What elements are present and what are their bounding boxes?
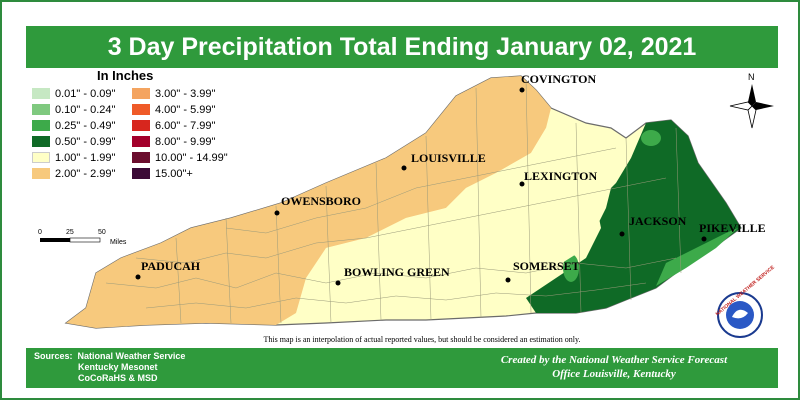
legend-item: 0.50" - 0.99" [32,134,115,149]
credit-line-1: Created by the National Weather Service … [500,354,728,366]
legend-swatch [132,136,150,147]
source-nws: National Weather Service [77,351,186,361]
legend: In Inches 0.01" - 0.09" 0.10" - 0.24" 0.… [32,68,232,180]
legend-item: 6.00" - 7.99" [132,118,228,133]
source-mesonet: Kentucky Mesonet [78,362,158,372]
legend-swatch [132,88,150,99]
legend-item: 1.00" - 1.99" [32,150,115,165]
legend-title: In Inches [97,68,154,83]
credit-block: Created by the National Weather Service … [464,353,764,381]
legend-swatch [32,136,50,147]
city-owensboro: OWENSBORO [281,194,361,208]
legend-swatch [132,120,150,131]
kentucky-precip-map: COVINGTON LOUISVILLE LEXINGTON OWENSBORO… [38,72,776,338]
legend-swatch [32,168,50,179]
source-cocorahs: CoCoRaHS & MSD [78,373,158,383]
sources-block: Sources: National Weather Service Kentuc… [34,351,185,384]
legend-item: 4.00" - 5.99" [132,102,228,117]
footer-bar: Sources: National Weather Service Kentuc… [26,348,778,388]
legend-item: 2.00" - 2.99" [32,166,115,181]
city-somerset: SOMERSET [513,259,580,273]
legend-swatch [32,88,50,99]
legend-item: 3.00" - 3.99" [132,86,228,101]
scale-tick-25: 25 [66,229,74,236]
legend-column-2: 3.00" - 3.99" 4.00" - 5.99" 6.00" - 7.99… [132,86,228,182]
legend-swatch [32,104,50,115]
legend-swatch [132,168,150,179]
legend-item: 8.00" - 9.99" [132,134,228,149]
north-arrow-icon: N [729,72,774,129]
city-louisville: LOUISVILLE [411,151,486,165]
legend-item: 10.00" - 14.99" [132,150,228,165]
legend-item: 0.25" - 0.49" [32,118,115,133]
north-label: N [748,72,755,82]
legend-column-1: 0.01" - 0.09" 0.10" - 0.24" 0.25" - 0.49… [32,86,115,182]
sources-label: Sources: [34,351,73,361]
legend-item: 0.10" - 0.24" [32,102,115,117]
legend-item: 15.00"+ [132,166,228,181]
legend-swatch [32,120,50,131]
county-lines [105,79,682,324]
credit-line-2: Office Louisville, Kentucky [552,368,676,380]
city-covington: COVINGTON [521,72,596,86]
city-bowling-green: BOWLING GREEN [344,265,450,279]
legend-item: 0.01" - 0.09" [32,86,115,101]
region-2-3-inch [66,76,551,328]
legend-swatch [32,152,50,163]
disclaimer-note: This map is an interpolation of actual r… [263,335,581,344]
scale-tick-0: 0 [38,229,42,236]
scale-tick-50: 50 [98,229,106,236]
city-paducah: PADUCAH [141,259,201,273]
city-pikeville: PIKEVILLE [699,221,766,235]
map-title: 3 Day Precipitation Total Ending January… [26,26,778,68]
city-lexington: LEXINGTON [524,169,597,183]
city-jackson: JACKSON [629,214,687,228]
scale-unit: Miles [110,239,127,246]
scale-bar: 0 25 50 Miles [38,229,127,246]
legend-swatch [132,104,150,115]
city-markers: COVINGTON LOUISVILLE LEXINGTON OWENSBORO… [135,72,766,286]
legend-swatch [132,152,150,163]
region-0-25-0-5-inch [656,228,738,286]
nws-logo: NATIONAL WEATHER SERVICE [715,264,776,338]
